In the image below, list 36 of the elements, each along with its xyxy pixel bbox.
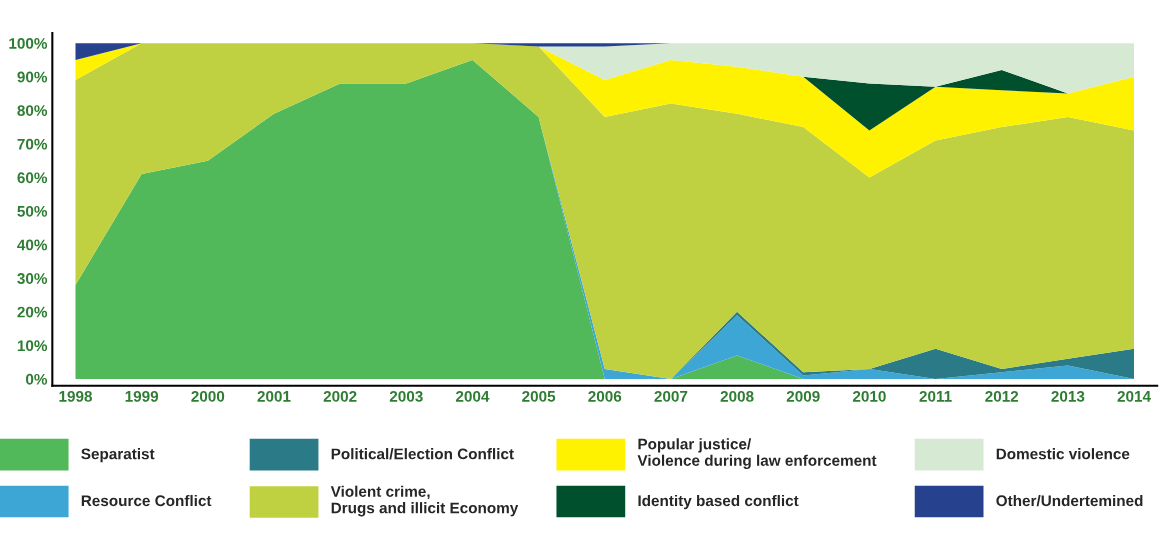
x-tick-label: 1999 — [125, 390, 159, 402]
y-tick-label: 50% — [17, 205, 48, 217]
legend-label: Other/Undertemined — [996, 494, 1143, 507]
y-tick-label: 0% — [26, 373, 48, 385]
legend-label: Violent crime, Drugs and illicit Economy — [330, 485, 519, 517]
y-tick-label: 60% — [17, 172, 48, 184]
y-tick-label: 40% — [17, 239, 48, 251]
legend-label: Separatist — [81, 448, 155, 463]
legend-label: Resource Conflict — [81, 494, 212, 507]
x-tick-label: 2006 — [588, 390, 622, 402]
legend-label: Political/Election Conflict — [331, 448, 514, 460]
legend-label: Domestic violence — [996, 448, 1130, 460]
x-tick-label: 2003 — [389, 390, 423, 402]
legend-label: Popular justice/ Violence during law enforcement — [637, 438, 877, 470]
x-tick-label: 1998 — [59, 390, 93, 402]
y-tick-label: 90% — [17, 71, 48, 83]
x-tick-label: 2004 — [455, 390, 490, 402]
legend-label: Identity based conflict — [638, 494, 799, 510]
y-tick-label: 80% — [17, 105, 48, 116]
y-tick-label: 20% — [17, 306, 48, 318]
x-tick-label: 2014 — [1117, 390, 1151, 402]
x-tick-label: 2000 — [191, 390, 225, 402]
x-tick-label: 2013 — [1051, 390, 1085, 402]
x-tick-label: 2009 — [786, 390, 820, 402]
y-tick-label: 100% — [9, 38, 48, 49]
x-tick-label: 2007 — [654, 390, 688, 402]
x-tick-label: 2005 — [522, 390, 556, 402]
x-tick-label: 2011 — [919, 390, 952, 402]
x-tick-label: 2008 — [720, 390, 754, 402]
y-tick-label: 70% — [17, 138, 48, 150]
y-tick-label: 30% — [17, 273, 48, 284]
x-tick-label: 2012 — [985, 390, 1019, 402]
x-tick-label: 2010 — [852, 390, 886, 402]
x-tick-label: 2001 — [257, 390, 291, 402]
x-tick-label: 2002 — [323, 390, 357, 402]
y-tick-label: 10% — [17, 340, 48, 352]
